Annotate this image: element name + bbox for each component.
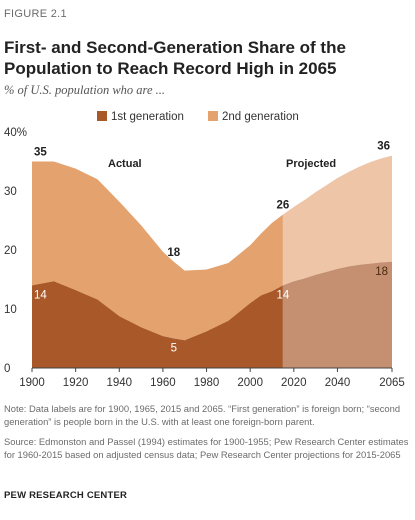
data-label-total-1965: 18 (167, 247, 180, 259)
data-label-total-1900: 35 (34, 147, 47, 159)
data-label-first-generation-1965: 5 (171, 343, 177, 355)
legend: 1st generation 2nd generation (97, 111, 299, 123)
chart-subtitle: % of U.S. population who are ... (4, 83, 165, 97)
region-labels: Actual Projected (108, 158, 336, 170)
data-label-first-generation-2015: 14 (277, 289, 290, 301)
y-tick-label: 20 (4, 245, 17, 257)
region-label-projected: Projected (286, 158, 336, 170)
note-text: Note: Data labels are for 1900, 1965, 20… (4, 403, 401, 427)
x-tick-label: 1920 (63, 377, 89, 389)
legend-swatch-first-generation (97, 111, 107, 121)
legend-label-second-generation: 2nd generation (222, 111, 299, 123)
data-label-first-generation-2065: 18 (375, 266, 388, 278)
area-second-generation-actual (32, 161, 283, 341)
area-first-generation-actual (32, 281, 283, 368)
data-label-first-generation-1900: 14 (34, 289, 47, 301)
figure-label: FIGURE 2.1 (4, 8, 67, 20)
x-axis: 1900 1920 1940 1960 1980 2000 2020 2040 2065 (19, 367, 405, 389)
y-tick-label: 30 (4, 186, 17, 198)
data-label-total-2065: 36 (377, 141, 390, 153)
data-label-total-2015: 26 (277, 200, 290, 212)
region-label-actual: Actual (108, 158, 142, 170)
y-axis: 0 10 20 30 40% (4, 127, 27, 375)
stacked-area-chart: 1st generation 2nd generation Actual Proj… (4, 111, 405, 389)
y-tick-label: 40% (4, 127, 27, 139)
chart-notes: Note: Data labels are for 1900, 1965, 20… (4, 403, 414, 469)
legend-label-first-generation: 1st generation (111, 111, 184, 123)
x-tick-label: 1980 (194, 377, 220, 389)
area-second-generation-projected (282, 155, 392, 286)
area-first-generation-projected (282, 261, 392, 368)
data-labels: 35 14 18 5 26 14 36 18 (34, 141, 390, 355)
x-tick-label: 1940 (107, 377, 133, 389)
y-tick-label: 0 (4, 363, 10, 375)
source-organization: PEW RESEARCH CENTER (4, 490, 128, 501)
source-text: Source: Edmonston and Passel (1994) esti… (4, 436, 409, 460)
x-tick-label: 1960 (150, 377, 176, 389)
x-tick-label: 2040 (325, 377, 351, 389)
x-tick-label: 2000 (237, 377, 263, 389)
y-tick-label: 10 (4, 304, 17, 316)
plot-area (32, 155, 392, 368)
x-tick-label: 2020 (281, 377, 307, 389)
x-tick-label: 2065 (379, 377, 405, 389)
x-tick-label: 1900 (19, 377, 45, 389)
chart-title: First- and Second-Generation Share of th… (4, 38, 346, 78)
legend-swatch-second-generation (208, 111, 218, 121)
